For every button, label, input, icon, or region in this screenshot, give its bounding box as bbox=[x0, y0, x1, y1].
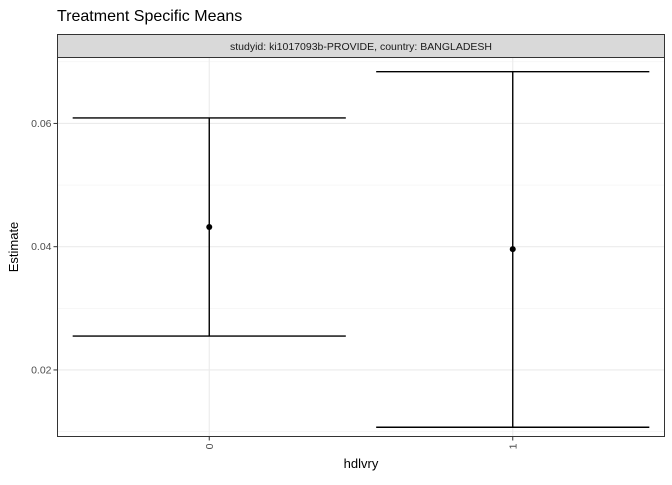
chart-title: Treatment Specific Means bbox=[57, 8, 242, 25]
y-axis-label: Estimate bbox=[6, 222, 21, 273]
y-tick-label: 0.02 bbox=[31, 364, 52, 376]
facet-strip-label: studyid: ki1017093b-PROVIDE, country: BA… bbox=[230, 41, 492, 53]
x-axis-label: hdlvry bbox=[344, 456, 379, 471]
axis-layer: 0.02 0.04 0.06 0 1 bbox=[31, 118, 519, 449]
x-tick-label: 0 bbox=[204, 443, 216, 449]
marks-layer bbox=[72, 70, 650, 428]
estimate-point bbox=[509, 246, 516, 253]
estimate-point bbox=[206, 223, 213, 230]
x-tick-label: 1 bbox=[507, 443, 519, 449]
y-tick-label: 0.06 bbox=[31, 118, 52, 130]
y-tick-label: 0.04 bbox=[31, 241, 52, 253]
